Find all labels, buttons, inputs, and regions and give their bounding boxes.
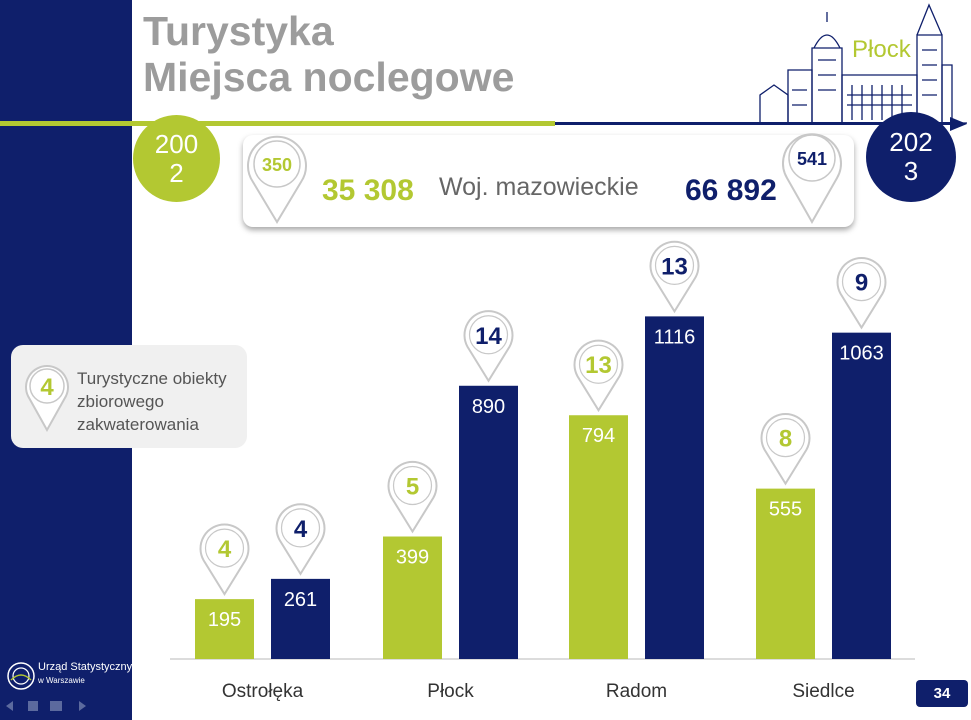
summary-box (243, 135, 854, 227)
bar-value-label: 794 (582, 425, 615, 447)
logo-text: Urząd Statystyczny w Warszawie (38, 661, 132, 687)
bar-value-label: 195 (208, 609, 241, 631)
timeline-line-2002 (0, 121, 555, 126)
objects-count-label: 13 (585, 352, 612, 379)
page-title: Turystyka Miejsca noclegowe (143, 8, 514, 100)
objects-count-label: 13 (661, 253, 688, 280)
objects-2002-value: 350 (262, 155, 292, 175)
map-pin-inner (841, 262, 882, 302)
bar-2002-1 (383, 536, 442, 659)
objects-2023-value: 541 (797, 149, 827, 169)
map-pin-icon: 350 (247, 135, 307, 224)
menu-icon (50, 701, 62, 711)
bar-2002-0 (195, 599, 254, 659)
bar-value-label: 890 (472, 396, 505, 418)
bar-2002-3 (756, 488, 815, 659)
map-pin-inner (468, 315, 509, 355)
year-2023-badge: 2023 (866, 112, 956, 202)
bar-2002-2 (569, 415, 628, 659)
logo-line-1: Urząd Statystyczny (38, 661, 133, 673)
legend-text: Turystyczne obiekty zbiorowego zakwatero… (77, 369, 227, 434)
map-pin-inner (578, 344, 619, 384)
bar-value-label: 555 (769, 499, 802, 521)
timeline-arrow-icon (950, 117, 967, 131)
category-label: Płock (427, 681, 474, 702)
map-pin-inner (392, 465, 433, 506)
category-label: Siedlce (792, 681, 854, 702)
bar-2023-1 (459, 385, 518, 659)
map-pin-inner (280, 508, 321, 548)
region-label: Woj. mazowieckie (439, 173, 639, 201)
title-line-2: Miejsca noclegowe (143, 54, 515, 100)
back-arrow-icon (6, 701, 13, 711)
forward-arrow-icon (79, 701, 86, 711)
objects-count-label: 5 (406, 474, 419, 501)
logo-icon (7, 662, 35, 690)
summary-pins: 350 541 (247, 133, 842, 225)
timeline-line-2023 (555, 122, 955, 125)
legend-pin-value: 4 (40, 374, 54, 401)
objects-count-label: 8 (779, 426, 792, 453)
bar-value-label: 1063 (839, 343, 884, 365)
map-pin-inner (654, 245, 695, 285)
total-2002-value: 35 308 (322, 174, 414, 207)
map-pin-icon: 541 (782, 133, 842, 225)
legend-pin-icon: 4 (25, 365, 69, 433)
total-2023-value: 66 892 (685, 174, 777, 207)
map-pin-inner (204, 528, 245, 568)
objects-count-label: 4 (294, 516, 308, 543)
map-pin-inner (765, 418, 806, 458)
logo-line-2: w Warszawie (38, 676, 85, 685)
bar-value-label: 399 (396, 547, 429, 569)
year-2002-badge: 2002 (133, 115, 220, 202)
objects-count-label: 9 (855, 270, 868, 297)
bar-value-label: 1116 (654, 326, 696, 348)
pen-icon (28, 701, 38, 711)
slide-nav-controls[interactable] (4, 698, 94, 714)
bar-2023-2 (645, 316, 704, 659)
bar-2023-3 (832, 332, 891, 659)
category-label: Radom (606, 681, 667, 702)
category-label: Ostrołęka (222, 681, 304, 702)
objects-count-label: 4 (218, 536, 232, 563)
city-label: Płock (852, 36, 911, 63)
page-number: 34 (916, 680, 968, 707)
objects-count-label: 14 (475, 323, 502, 350)
bar-2023-0 (271, 578, 330, 659)
bar-value-label: 261 (284, 589, 317, 611)
title-line-1: Turystyka (143, 8, 334, 54)
